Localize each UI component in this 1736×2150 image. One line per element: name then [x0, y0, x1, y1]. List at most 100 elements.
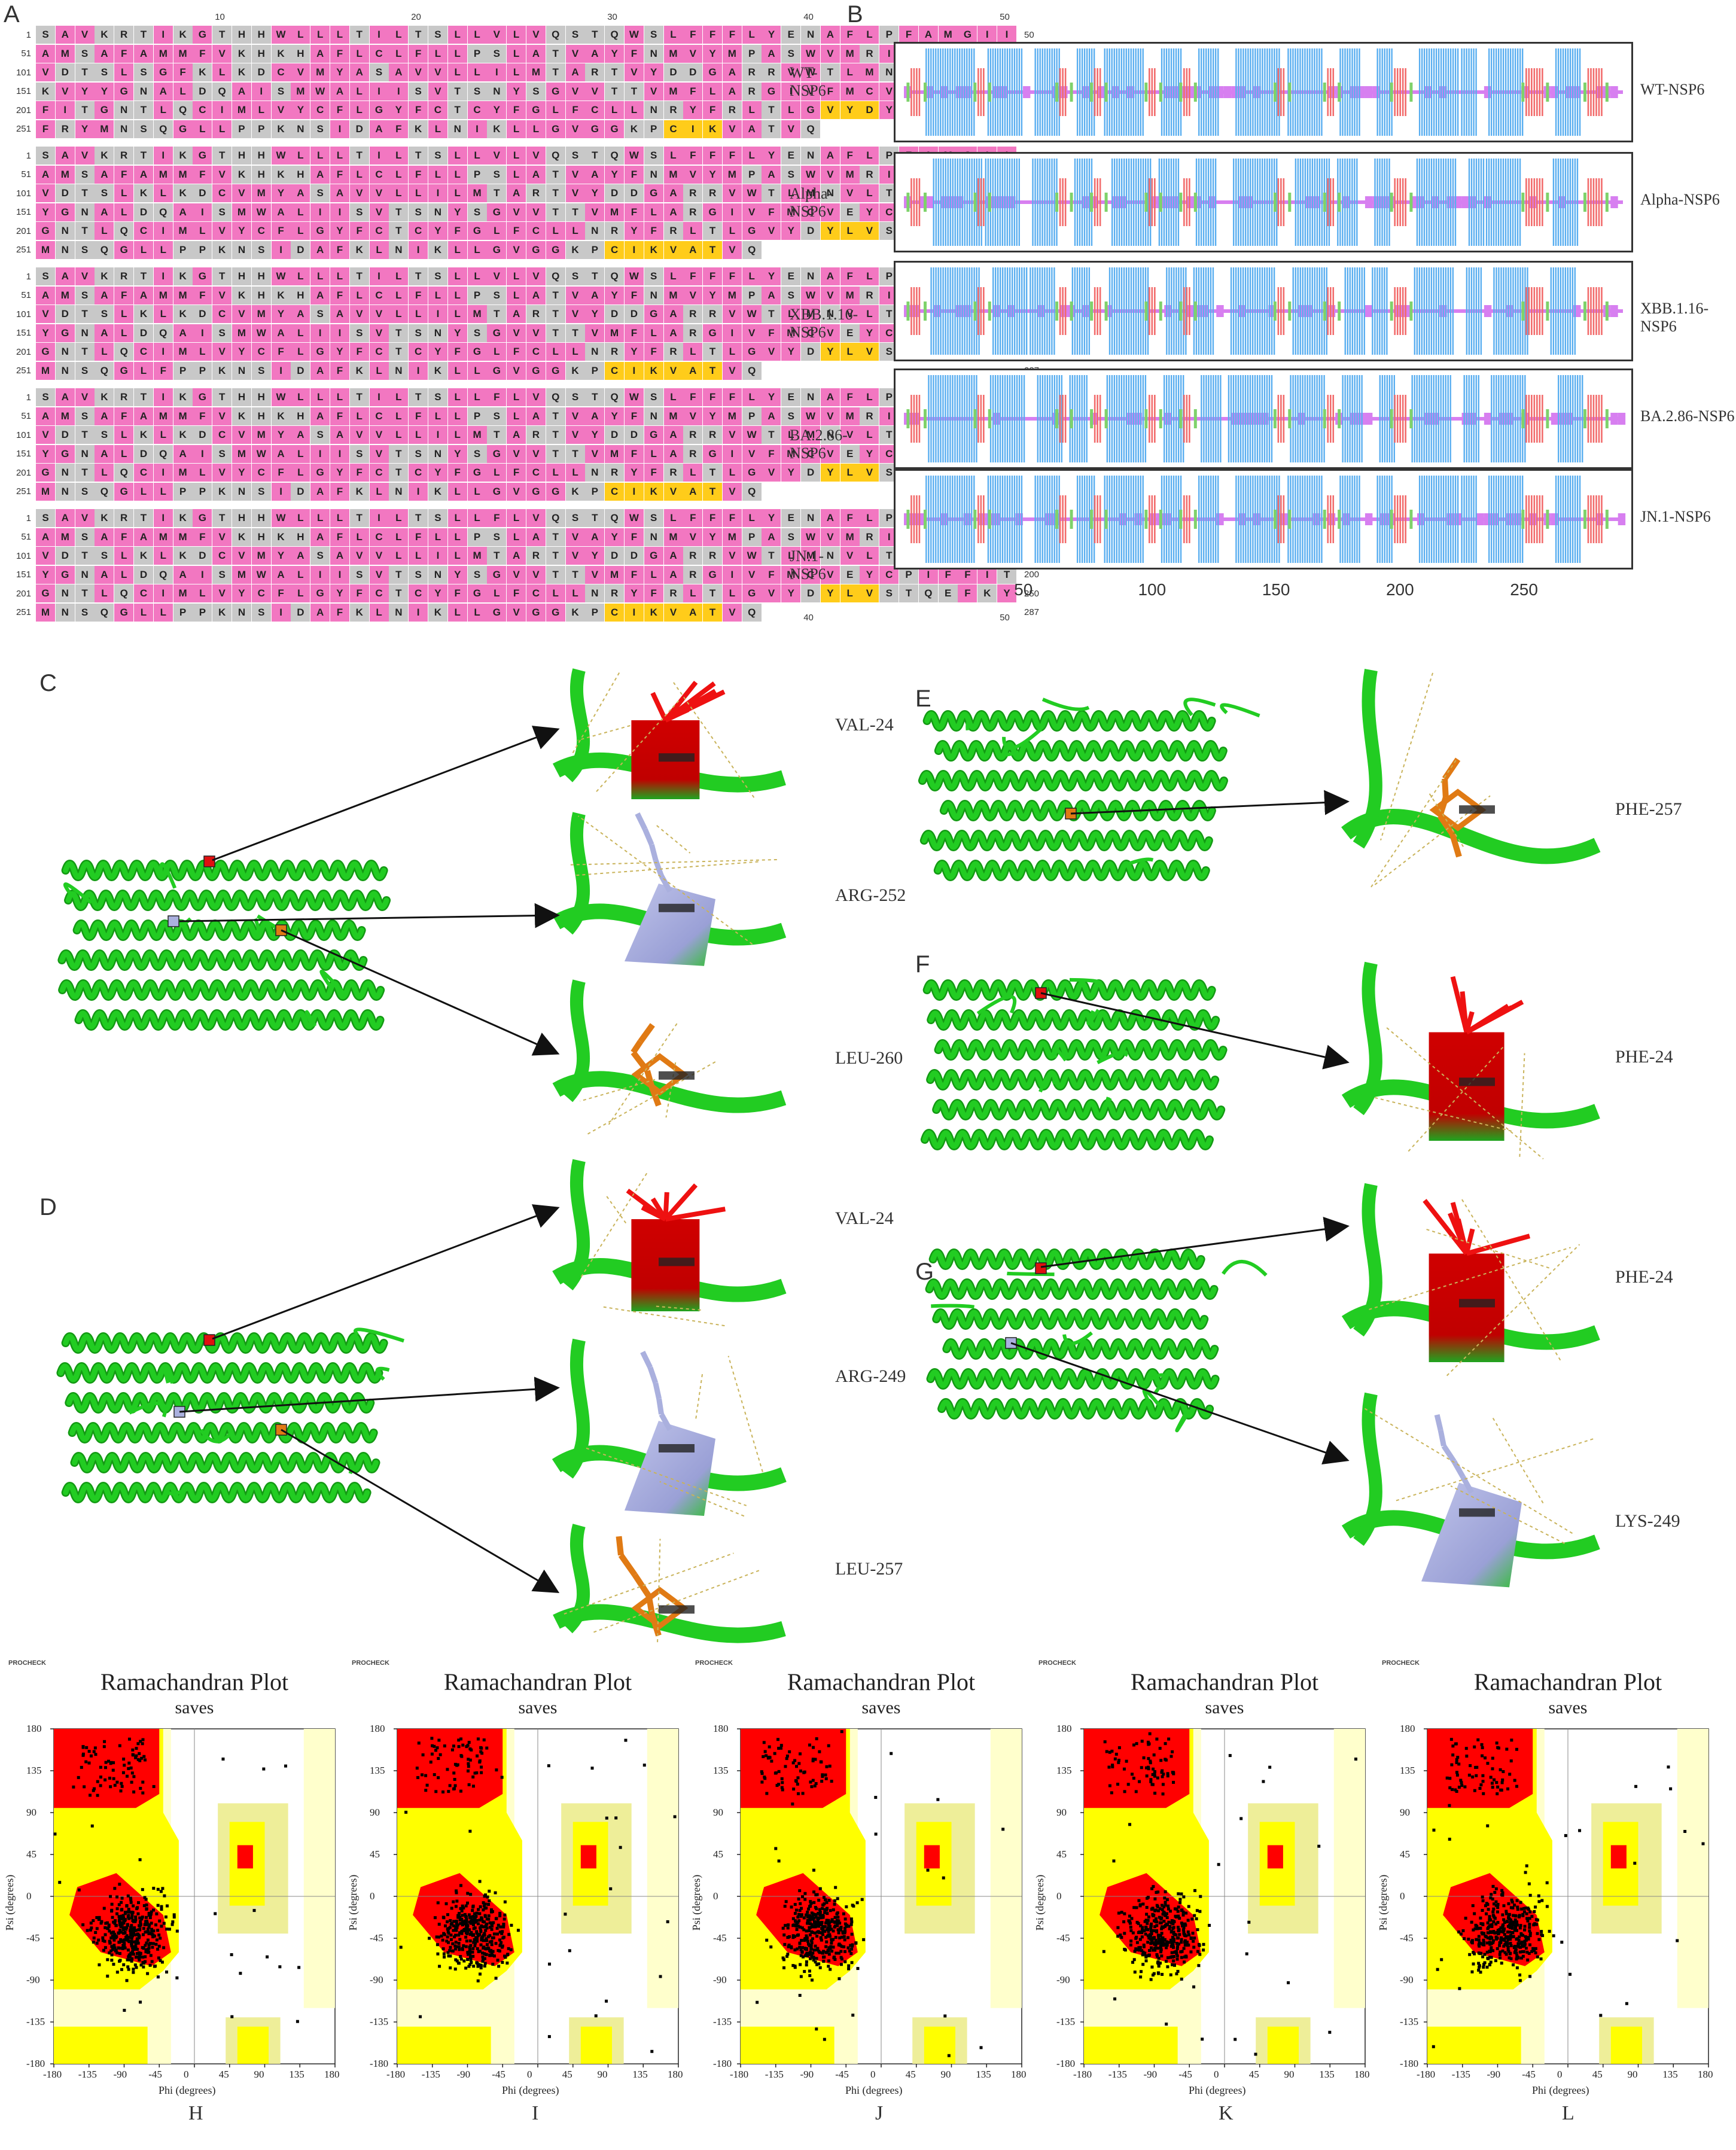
residue-cell: W: [742, 305, 762, 323]
residue-cell: F: [624, 203, 644, 221]
residue-cell: I: [369, 82, 389, 101]
residue-cell: M: [232, 203, 251, 221]
residue-cell: L: [409, 305, 428, 323]
residue-cell: V: [291, 63, 310, 81]
residue-cell: F: [507, 343, 526, 361]
residue-cell: E: [781, 26, 801, 44]
residue-cell: Y: [271, 184, 291, 202]
residue-cell: G: [487, 203, 507, 221]
residue-cell: Y: [507, 82, 526, 101]
residue-cell: A: [820, 147, 840, 165]
residue-cell: F: [330, 361, 349, 380]
rama-y-tick: -135: [1056, 2016, 1076, 2027]
row-start-number: 51: [21, 290, 31, 300]
rama-x-tick: 180: [324, 2069, 340, 2080]
residue-cell: T: [212, 388, 232, 406]
row-start-number: 1: [26, 513, 31, 523]
residue-cell: S: [95, 184, 114, 202]
residue-cell: C: [605, 361, 625, 380]
residue-cell: F: [644, 464, 663, 482]
residue-label-d-2: ARG-249: [835, 1366, 906, 1386]
rama-y-tick: 90: [370, 1807, 380, 1818]
residue-cell: W: [271, 26, 291, 44]
residue-cell: Q: [742, 240, 762, 259]
residue-cell: N: [291, 120, 310, 138]
residue-cell: V: [722, 120, 742, 138]
residue-cell: N: [801, 388, 821, 406]
residue-cell: Q: [546, 147, 565, 165]
residue-cell: R: [683, 305, 703, 323]
residue-cell: K: [428, 361, 447, 380]
residue-cell: N: [389, 482, 409, 501]
residue-cell: S: [133, 120, 153, 138]
residue-cell: R: [683, 444, 703, 463]
residue-cell: T: [409, 267, 428, 285]
row-end-number: 50: [1024, 29, 1034, 40]
residue-cell: A: [271, 203, 291, 221]
residue-cell: Y: [428, 222, 447, 240]
residue-cell: G: [193, 26, 212, 44]
residue-cell: V: [663, 240, 683, 259]
residue-cell: G: [546, 361, 565, 380]
ramachandran-plot: PROCHECK Ramachandran Plot saves -180 -135 -9…: [4, 1657, 349, 2150]
rama-x-tick: 180: [1011, 2069, 1027, 2080]
rama-x-tick: 135: [976, 2069, 991, 2080]
residue-cell: L: [212, 63, 232, 81]
residue-cell: F: [349, 464, 369, 482]
residue-cell: P: [742, 528, 762, 546]
residue-cell: C: [526, 343, 546, 361]
residue-cell: D: [55, 547, 75, 565]
rama-x-tick: -90: [1487, 2069, 1501, 2080]
residue-cell: F: [330, 101, 349, 119]
residue-cell: G: [114, 361, 134, 380]
residue-cell: V: [820, 444, 840, 463]
residue-cell: L: [487, 343, 507, 361]
residue-cell: A: [36, 165, 55, 184]
alignment-row: 251 M N S Q G L L P P K N S I D A F K L N I K L L G V G G K P C I K V A T V Q…: [0, 482, 1039, 501]
residue-cell: S: [526, 82, 546, 101]
residue-cell: M: [36, 603, 55, 622]
residue-cell: N: [820, 305, 840, 323]
residue-cell: L: [369, 603, 389, 622]
structure-track-svg: [904, 476, 1626, 563]
residue-cell: L: [840, 343, 860, 361]
residue-cell: A: [722, 63, 742, 81]
residue-cell: T: [899, 584, 919, 602]
residue-cell: F: [173, 63, 193, 81]
residue-cell: D: [55, 184, 75, 202]
residue-cell: G: [467, 222, 487, 240]
residue-cell: L: [487, 464, 507, 482]
residue-cell: V: [860, 584, 879, 602]
residue-cell: Q: [153, 444, 173, 463]
residue-cell: T: [447, 82, 467, 101]
residue-cell: Y: [703, 407, 723, 425]
residue-cell: L: [447, 603, 467, 622]
residue-cell: A: [507, 305, 526, 323]
residue-cell: F: [624, 528, 644, 546]
residue-cell: L: [860, 388, 879, 406]
residue-cell: F: [624, 44, 644, 63]
residue-cell: I: [212, 101, 232, 119]
residue-cell: L: [409, 426, 428, 444]
residue-cell: A: [507, 426, 526, 444]
residue-cell: A: [762, 286, 781, 304]
residue-cell: S: [565, 388, 585, 406]
rama-x-tick: 90: [1627, 2069, 1638, 2080]
residue-cell: L: [507, 528, 526, 546]
residue-cell: V: [428, 63, 447, 81]
residue-cell: M: [801, 547, 821, 565]
residue-cell: A: [330, 547, 349, 565]
residue-cell: L: [193, 464, 212, 482]
alignment-group-name: Alpha-NSP6: [790, 184, 833, 220]
row-end-number: 287: [1024, 607, 1040, 617]
residue-cell: A: [683, 361, 703, 380]
residue-cell: L: [507, 63, 526, 81]
residue-cell: V: [212, 165, 232, 184]
rama-y-tick: -90: [26, 1974, 40, 1985]
residue-cell: A: [310, 603, 330, 622]
rama-x-tick: 180: [668, 2069, 683, 2080]
residue-cell: R: [742, 63, 762, 81]
residue-cell: W: [271, 388, 291, 406]
residue-cell: W: [251, 565, 271, 584]
residue-cell: Y: [781, 584, 801, 602]
